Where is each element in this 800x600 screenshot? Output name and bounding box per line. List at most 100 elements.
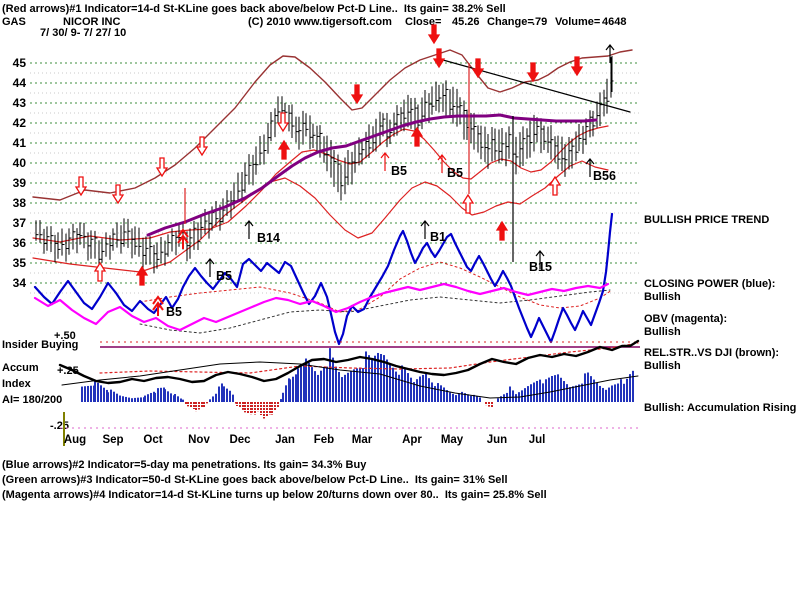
- price-chart-svg: 45 44 43 42 41 40 39 38 37 36 35 34 Aug Sep Oct Nov Dec J…: [13, 24, 640, 446]
- indicator2-caption: (Blue arrows)#2 Indicator=5-day ma penet…: [2, 459, 367, 471]
- lower-envelope-line: [32, 160, 609, 273]
- indicator4-caption: (Magenta arrows)#4 Indicator=14-d St-KLi…: [2, 489, 547, 501]
- closing-power-ma-dotted: [139, 261, 613, 313]
- y-axis-tick-label: 36: [13, 236, 27, 250]
- obv-ma-dotted: [139, 289, 611, 334]
- indicator3-caption: (Green arrows)#3 Indicator=50-d St-KLine…: [2, 474, 508, 486]
- signal-arrow-up-icon: [93, 261, 107, 282]
- signal-label-b5: B5: [447, 166, 463, 180]
- accum-label-line1: Accum: [2, 362, 39, 374]
- y-axis-tick-label: 41: [13, 136, 27, 150]
- closing-power-status: Bullish: [644, 291, 681, 303]
- signal-arrow-down-icon: [155, 157, 169, 178]
- signal-arrow-down-icon: [432, 48, 446, 69]
- obv-status: Bullish: [644, 326, 681, 338]
- level-plus50-label: +.50: [54, 330, 76, 342]
- signal-arrow-up-icon: [495, 220, 509, 241]
- indicator1-caption: (Red arrows)#1 Indicator=14-d St-KLine g…: [2, 3, 506, 15]
- thin-signal-arrow-up-icon: [535, 250, 545, 269]
- double-signal-arrow-up-icon: [152, 295, 164, 316]
- signal-arrow-up-icon: [461, 193, 475, 214]
- signal-arrow-down-icon: [74, 176, 88, 197]
- signal-arrow-up-icon: [410, 126, 424, 147]
- accum-index-line: [58, 339, 640, 385]
- year-boundary-tick: [63, 412, 65, 446]
- price-trend-status: BULLISH PRICE TREND: [644, 214, 770, 226]
- upper-envelope-line: [32, 49, 633, 201]
- month-label-jul: Jul: [529, 434, 546, 446]
- ticker-symbol: GAS: [2, 16, 26, 28]
- signal-arrow-down-icon: [195, 136, 209, 157]
- signal-arrow-down-icon: [570, 56, 584, 77]
- closing-power-line: [33, 212, 614, 346]
- month-label-apr: Apr: [402, 434, 422, 446]
- y-axis-tick-label: 37: [13, 216, 27, 230]
- signal-label-b15: B15: [529, 260, 552, 274]
- y-axis-tick-label: 43: [13, 96, 27, 110]
- month-label-jun: Jun: [487, 434, 507, 446]
- thin-signal-arrow-up-icon: [437, 154, 447, 173]
- signal-arrow-down-icon: [350, 84, 364, 105]
- close-value: 45.26: [452, 16, 480, 28]
- relative-strength-label: REL.STR..VS DJI (brown):: [644, 347, 780, 359]
- month-label-mar: Mar: [352, 434, 373, 446]
- ai-ratio-value: AI= 180/200: [2, 394, 63, 406]
- volume-label: Volume=: [555, 16, 601, 28]
- descending-trendline: [442, 59, 631, 113]
- month-label-sep: Sep: [102, 434, 123, 446]
- month-label-jan: Jan: [275, 434, 295, 446]
- volume-value: 4648: [602, 16, 627, 28]
- thin-signal-arrow-up-icon: [380, 152, 390, 171]
- signal-arrow-down-icon: [276, 112, 290, 133]
- signal-arrow-down-icon: [111, 184, 125, 205]
- month-label-may: May: [441, 434, 464, 446]
- relative-strength-status: Bullish: [644, 360, 681, 372]
- accumulation-note: Bullish: Accumulation Rising: [644, 402, 797, 414]
- company-name: NICOR INC: [63, 16, 121, 28]
- change-label: Change=: [487, 16, 534, 28]
- signal-label-b1: B1: [430, 230, 446, 244]
- accum-thin-line: [61, 361, 639, 399]
- signal-arrow-up-icon: [135, 265, 149, 286]
- double-signal-arrow-up-icon: [177, 228, 189, 249]
- month-label-oct: Oct: [143, 434, 162, 446]
- thin-signal-arrow-up-icon: [244, 220, 254, 239]
- y-axis-tick-label: 42: [13, 116, 27, 130]
- insider-buying-label: Insider Buying: [2, 339, 79, 351]
- signal-label-b14: B14: [257, 231, 280, 245]
- month-label-nov: Nov: [188, 434, 210, 446]
- thin-signal-arrow-up-icon: [585, 158, 595, 177]
- accum-dotted-red-ma: [99, 342, 639, 374]
- thin-signal-arrow-up-icon: [420, 220, 430, 239]
- accum-label-line2: Index: [2, 378, 31, 390]
- obv-line: [33, 282, 610, 332]
- y-axis-tick-label: 35: [13, 256, 27, 270]
- change-value: .79: [532, 16, 548, 28]
- y-axis-tick-label: 34: [13, 276, 27, 290]
- signal-arrow-down-icon: [427, 24, 441, 45]
- level-plus25-label: +.25: [57, 365, 79, 377]
- y-axis-tick-label: 38: [13, 196, 27, 210]
- signal-arrow-up-icon: [548, 175, 562, 196]
- signal-label-b5: B5: [166, 305, 182, 319]
- thin-signal-arrow-up-icon: [605, 44, 615, 63]
- signal-arrow-down-icon: [526, 62, 540, 83]
- signal-label-b5: B5: [216, 269, 232, 283]
- purple-moving-average: [146, 113, 598, 237]
- copyright-text: (C) 2010 www.tigersoft.com: [248, 16, 392, 28]
- closing-power-label: CLOSING POWER (blue):: [644, 278, 776, 290]
- month-label-aug: Aug: [64, 434, 86, 446]
- month-label-dec: Dec: [229, 434, 251, 446]
- signal-arrow-down-icon: [471, 58, 485, 79]
- y-axis-tick-label: 45: [13, 56, 27, 70]
- y-axis-tick-label: 39: [13, 176, 27, 190]
- y-axis-tick-label: 40: [13, 156, 27, 170]
- date-range: 7/ 30/ 9- 7/ 27/ 10: [40, 27, 127, 39]
- month-label-feb: Feb: [314, 434, 334, 446]
- signal-label-b56: B56: [593, 169, 616, 183]
- signal-label-b5: B5: [391, 164, 407, 178]
- signal-arrow-up-icon: [277, 139, 291, 160]
- y-axis-tick-label: 44: [13, 76, 27, 90]
- thin-signal-arrow-up-icon: [205, 258, 215, 277]
